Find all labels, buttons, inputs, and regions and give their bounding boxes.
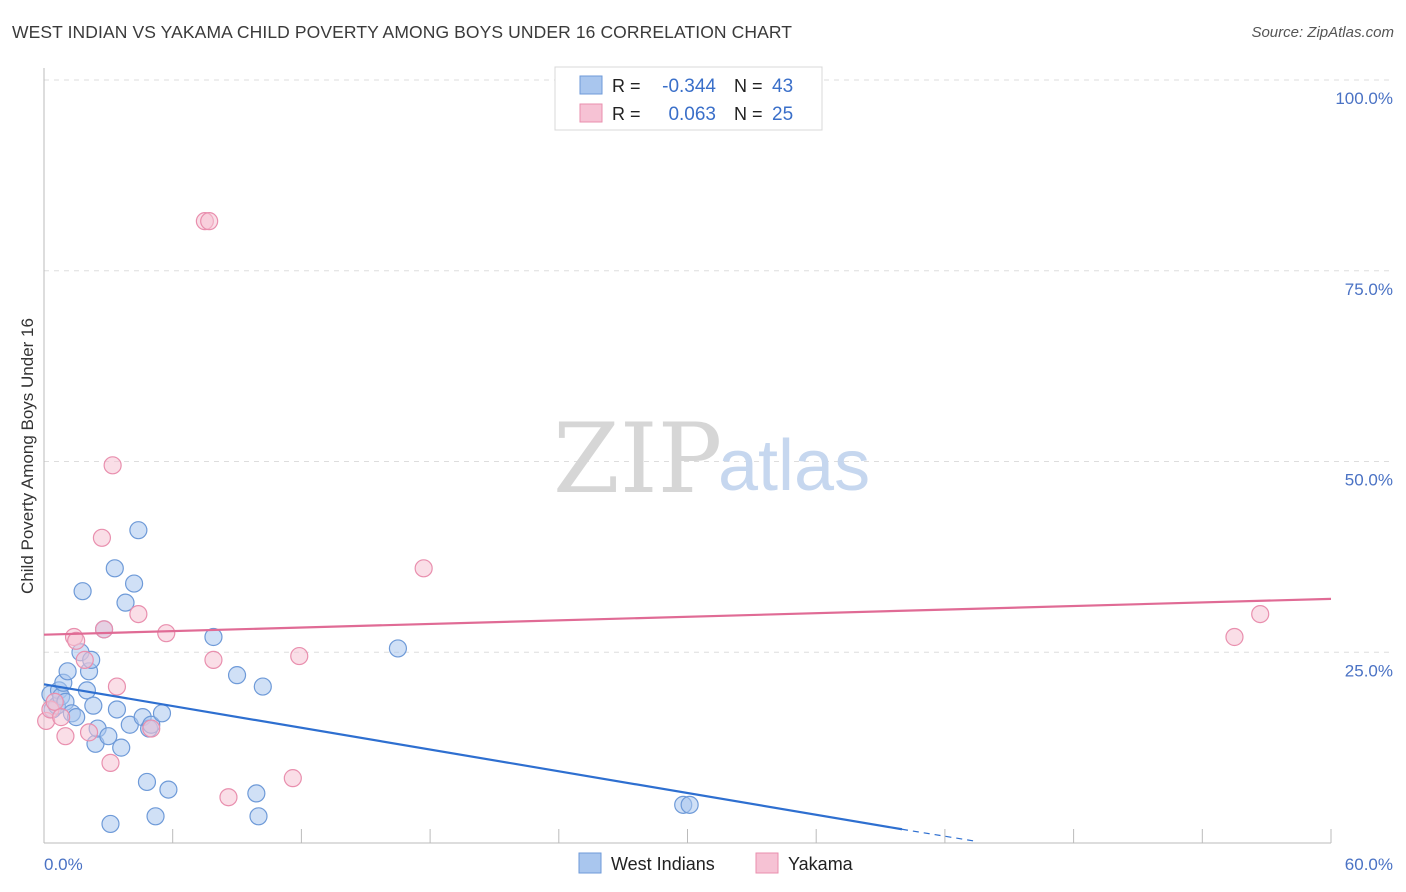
y-tick-label-1: 50.0% xyxy=(1345,471,1393,490)
x-tick-label-1: 60.0% xyxy=(1345,855,1393,874)
legend-r-label-1: R = xyxy=(612,76,641,96)
point-yakama-25 xyxy=(1251,604,1270,624)
legend-n-value-1: 43 xyxy=(772,76,793,97)
x-tick-label-0: 0.0% xyxy=(44,855,83,874)
point-yakama-22 xyxy=(290,646,309,666)
point-yakama-3 xyxy=(52,708,71,727)
point-yakama-24 xyxy=(1225,627,1244,647)
series-legend-west-indians: West Indians xyxy=(611,854,715,874)
point-west-indians-19 xyxy=(99,727,118,746)
series-legend-swatch-west-indians xyxy=(578,852,602,874)
point-yakama-9 xyxy=(92,528,112,547)
point-west-indians-40 xyxy=(388,639,408,658)
point-west-indians-33 xyxy=(152,704,172,723)
legend-n-label-1: N = xyxy=(734,76,763,96)
y-tick-label-2: 75.0% xyxy=(1345,280,1393,299)
point-west-indians-26 xyxy=(124,574,144,593)
point-west-indians-35 xyxy=(204,627,223,647)
point-west-indians-39 xyxy=(253,677,272,696)
point-west-indians-23 xyxy=(112,738,131,757)
point-yakama-23 xyxy=(414,559,433,578)
point-west-indians-27 xyxy=(129,521,148,540)
series-legend-swatch-yakama xyxy=(755,852,779,874)
y-tick-label-3: 100.0% xyxy=(1335,89,1393,108)
trend-line-west-indians-extension xyxy=(901,828,978,843)
point-west-indians-34 xyxy=(159,780,178,799)
point-west-indians-38 xyxy=(249,807,268,826)
point-west-indians-42 xyxy=(680,795,699,814)
legend-n-label-2: N = xyxy=(734,104,763,124)
legend-r-value-1: -0.344 xyxy=(662,76,716,97)
point-west-indians-11 xyxy=(73,582,92,601)
point-west-indians-32 xyxy=(146,807,165,826)
point-yakama-12 xyxy=(103,456,122,475)
point-west-indians-20 xyxy=(101,814,120,834)
gridlines xyxy=(44,79,1392,653)
watermark-zip: ZIP xyxy=(553,403,722,515)
trend-line-west-indians xyxy=(43,683,903,831)
point-yakama-15 xyxy=(142,719,161,738)
series-legend: West Indians Yakama xyxy=(578,852,854,874)
point-yakama-16 xyxy=(157,624,176,643)
legend-r-label-2: R = xyxy=(612,104,641,124)
legend-swatch-pink xyxy=(579,103,603,123)
point-west-indians-29 xyxy=(137,772,157,792)
point-yakama-20 xyxy=(219,788,238,807)
point-west-indians-37 xyxy=(247,784,266,803)
series-legend-yakama: Yakama xyxy=(788,854,854,874)
watermark: ZIP atlas xyxy=(553,403,870,515)
y-tick-labels: 25.0% 50.0% 75.0% 100.0% xyxy=(1335,89,1393,680)
point-yakama-8 xyxy=(79,723,99,742)
point-yakama-18 xyxy=(200,212,219,231)
legend-swatch-blue xyxy=(579,75,603,95)
watermark-atlas: atlas xyxy=(718,426,870,506)
point-west-indians-7 xyxy=(58,662,77,681)
point-west-indians-15 xyxy=(84,696,103,715)
trend-line-yakama xyxy=(43,597,1332,636)
legend-n-value-2: 25 xyxy=(772,104,793,125)
point-yakama-13 xyxy=(107,677,127,696)
legend-r-value-2: 0.063 xyxy=(668,104,716,125)
point-yakama-10 xyxy=(94,620,114,639)
trend-lines xyxy=(43,597,1332,843)
x-tick-labels: 0.0% 60.0% xyxy=(44,855,1393,874)
point-yakama-11 xyxy=(101,753,120,772)
point-west-indians-21 xyxy=(105,559,124,578)
point-yakama-4 xyxy=(56,727,75,746)
point-yakama-7 xyxy=(75,650,94,669)
chart-title: WEST INDIAN VS YAKAMA CHILD POVERTY AMON… xyxy=(12,22,793,42)
point-yakama-2 xyxy=(45,692,64,711)
point-west-indians-24 xyxy=(116,593,135,612)
data-points xyxy=(37,212,1270,834)
y-axis-title: Child Poverty Among Boys Under 16 xyxy=(18,318,37,594)
point-yakama-14 xyxy=(129,604,148,624)
y-tick-label-0: 25.0% xyxy=(1345,661,1393,680)
point-yakama-21 xyxy=(283,769,302,788)
point-yakama-19 xyxy=(204,650,223,669)
point-west-indians-22 xyxy=(107,700,127,719)
point-yakama-6 xyxy=(67,631,86,650)
point-west-indians-36 xyxy=(227,666,247,685)
source-label: Source: ZipAtlas.com xyxy=(1251,24,1394,41)
correlation-legend: R = -0.344 N = 43 R = 0.063 N = 25 xyxy=(554,66,823,131)
